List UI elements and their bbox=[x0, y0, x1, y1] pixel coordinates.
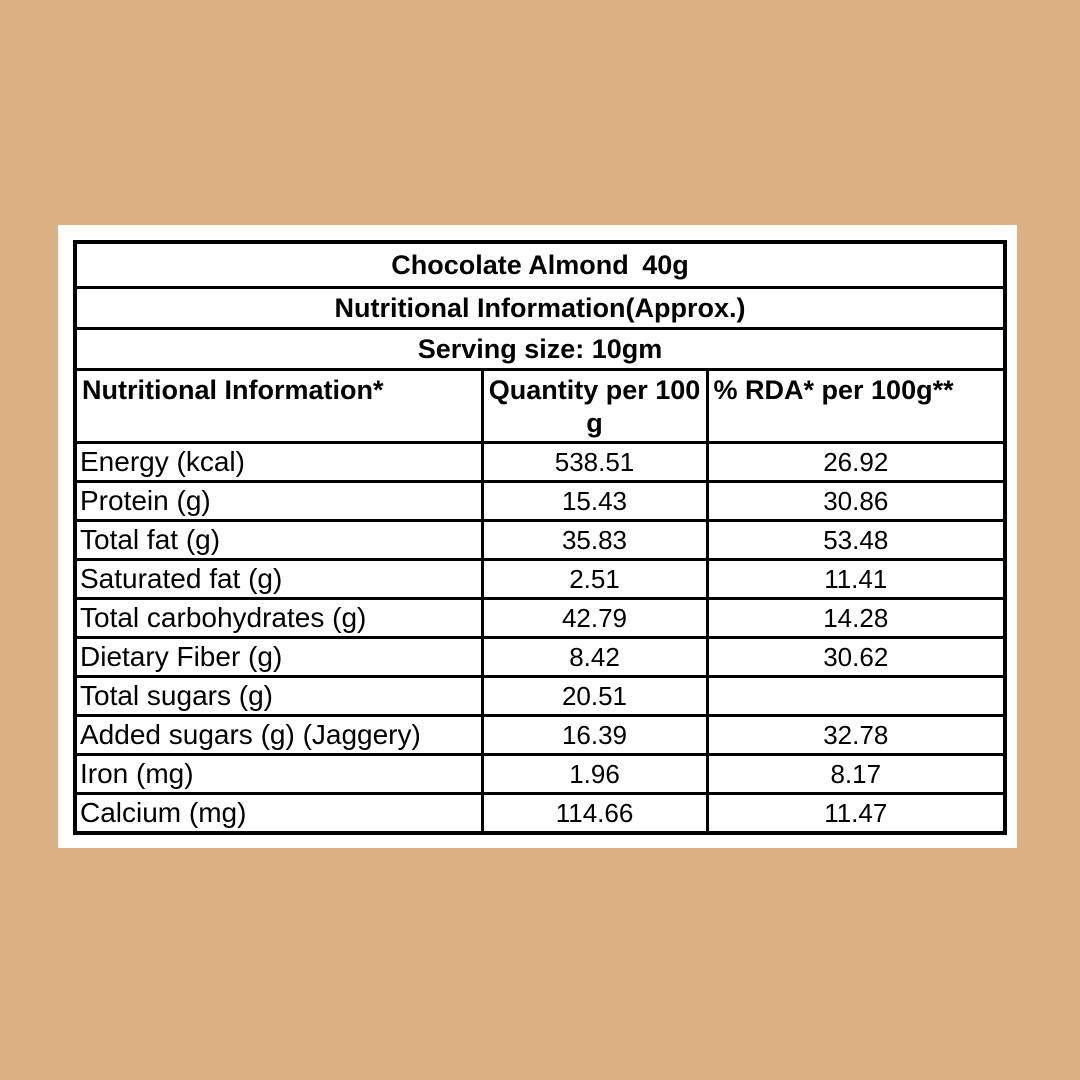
row-label: Calcium (mg) bbox=[73, 792, 484, 835]
row-label: Energy (kcal) bbox=[73, 441, 484, 483]
row-rda: 8.17 bbox=[705, 753, 1007, 795]
label-heading-row: Nutritional Information(Approx.) bbox=[73, 286, 1007, 330]
row-rda: 53.48 bbox=[705, 519, 1007, 561]
row-quantity: 1.96 bbox=[480, 753, 709, 795]
column-header-row: Nutritional Information* Quantity per 10… bbox=[73, 368, 1007, 444]
row-label: Total carbohydrates (g) bbox=[73, 597, 484, 639]
row-quantity: 42.79 bbox=[480, 597, 709, 639]
row-label: Added sugars (g) (Jaggery) bbox=[73, 714, 484, 756]
row-rda: 26.92 bbox=[705, 441, 1007, 483]
column-header-rda: % RDA* per 100g** bbox=[705, 368, 1007, 444]
nutrition-label-card: Chocolate Almond 40g Nutritional Informa… bbox=[58, 225, 1017, 848]
row-quantity: 8.42 bbox=[480, 636, 709, 678]
product-title-row: Chocolate Almond 40g bbox=[73, 240, 1007, 289]
product-title: Chocolate Almond 40g bbox=[73, 240, 1007, 289]
row-label: Dietary Fiber (g) bbox=[73, 636, 484, 678]
row-quantity: 2.51 bbox=[480, 558, 709, 600]
table-row-dietary-fiber: Dietary Fiber (g) 8.42 30.62 bbox=[73, 636, 1007, 678]
table-row-total-fat: Total fat (g) 35.83 53.48 bbox=[73, 519, 1007, 561]
row-quantity: 15.43 bbox=[480, 480, 709, 522]
row-rda: 11.47 bbox=[705, 792, 1007, 835]
column-header-quantity: Quantity per 100 g bbox=[480, 368, 709, 444]
label-heading: Nutritional Information(Approx.) bbox=[73, 286, 1007, 330]
table-row-protein: Protein (g) 15.43 30.86 bbox=[73, 480, 1007, 522]
row-quantity: 35.83 bbox=[480, 519, 709, 561]
serving-size: Serving size: 10gm bbox=[73, 327, 1007, 371]
row-rda: 30.62 bbox=[705, 636, 1007, 678]
row-quantity: 16.39 bbox=[480, 714, 709, 756]
table-row-total-carbohydrates: Total carbohydrates (g) 42.79 14.28 bbox=[73, 597, 1007, 639]
row-quantity: 114.66 bbox=[480, 792, 709, 835]
row-rda: 14.28 bbox=[705, 597, 1007, 639]
row-quantity: 20.51 bbox=[480, 675, 709, 717]
table-row-added-sugars: Added sugars (g) (Jaggery) 16.39 32.78 bbox=[73, 714, 1007, 756]
row-quantity: 538.51 bbox=[480, 441, 709, 483]
row-rda: 11.41 bbox=[705, 558, 1007, 600]
serving-size-row: Serving size: 10gm bbox=[73, 327, 1007, 371]
row-label: Total fat (g) bbox=[73, 519, 484, 561]
table-row-iron: Iron (mg) 1.96 8.17 bbox=[73, 753, 1007, 795]
table-row-saturated-fat: Saturated fat (g) 2.51 11.41 bbox=[73, 558, 1007, 600]
column-header-nutrient: Nutritional Information* bbox=[73, 368, 484, 444]
row-rda: 32.78 bbox=[705, 714, 1007, 756]
table-row-calcium: Calcium (mg) 114.66 11.47 bbox=[73, 792, 1007, 835]
row-label: Protein (g) bbox=[73, 480, 484, 522]
row-label: Saturated fat (g) bbox=[73, 558, 484, 600]
row-rda bbox=[705, 675, 1007, 717]
nutrition-table: Chocolate Almond 40g Nutritional Informa… bbox=[73, 240, 1008, 835]
row-label: Iron (mg) bbox=[73, 753, 484, 795]
table-row-energy: Energy (kcal) 538.51 26.92 bbox=[73, 441, 1007, 483]
row-rda: 30.86 bbox=[705, 480, 1007, 522]
table-row-total-sugars: Total sugars (g) 20.51 bbox=[73, 675, 1007, 717]
row-label: Total sugars (g) bbox=[73, 675, 484, 717]
